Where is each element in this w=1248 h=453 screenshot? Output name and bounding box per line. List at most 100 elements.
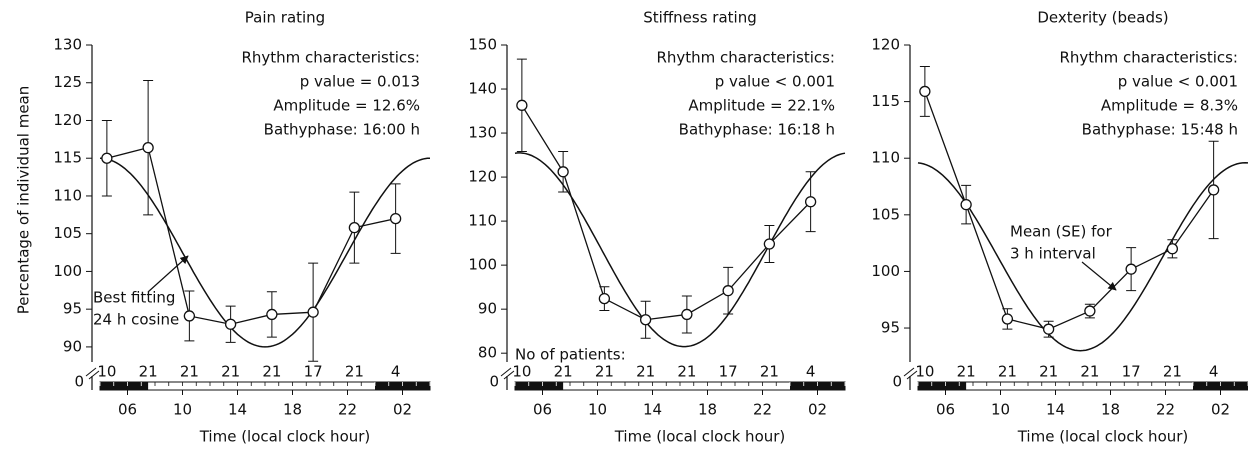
patient-count: 21 [595,363,614,381]
x-axis-label: Time (local clock hour) [1017,428,1189,446]
x-tick-label: 18 [1101,401,1120,419]
rhythm-text: Rhythm characteristics: [1059,49,1238,67]
patient-count: 21 [636,363,655,381]
patient-count: 10 [512,363,531,381]
patient-count: 17 [719,363,738,381]
night-bar [918,382,967,390]
y-tick-label: 95 [881,319,900,337]
y-tick-label: 90 [478,300,497,318]
patient-count: 10 [97,363,116,381]
x-tick-label: 06 [118,401,137,419]
annotation-arrow [147,255,189,293]
mean-point [639,314,652,326]
rhythm-text: Rhythm characteristics: [656,49,835,67]
patient-count: 21 [1039,363,1058,381]
y-tick-label: 115 [871,92,900,110]
mean-point [307,306,319,318]
y-tick-label: 95 [63,300,82,318]
patient-count: 17 [304,363,323,381]
patient-count: 21 [554,363,573,381]
x-tick-label: 10 [588,401,607,419]
rhythm-text: Amplitude = 22.1% [688,97,835,115]
rhythm-text: Bathyphase: 16:00 h [264,121,420,139]
x-tick-label: 18 [698,401,717,419]
mean-point [598,292,611,305]
mean-line [106,146,396,325]
x-tick-label: 02 [393,401,412,419]
y-tick-label: 105 [53,224,82,242]
patient-count: 21 [180,363,199,381]
annotation: 24 h cosine [93,311,179,329]
patient-count: 21 [262,363,281,381]
y-tick-label: 130 [53,36,82,54]
annotation: Best fitting [93,289,175,307]
rhythm-text: p value < 0.001 [715,73,835,91]
y-axis-label: Percentage of individual mean [15,86,33,314]
patient-count: 21 [345,363,364,381]
mean-point [101,152,113,164]
y-tick-label: 100 [53,262,82,280]
mean-line [521,104,812,321]
y-tick-label: 100 [871,262,900,280]
patient-count: 21 [677,363,696,381]
patient-count: 4 [806,363,816,381]
patient-count: 4 [1209,363,1219,381]
mean-point [1166,243,1179,255]
annotation: 3 h interval [1010,245,1096,263]
rhythm-text: p value = 0.013 [300,73,420,91]
annotation-arrow [1081,261,1117,291]
mean-point [1207,184,1220,196]
x-tick-label: 06 [936,401,955,419]
y-tick-label: 110 [468,212,497,230]
x-tick-label: 02 [1211,401,1230,419]
x-tick-label: 14 [1046,401,1065,419]
axis-break [85,367,100,380]
x-tick-label: 22 [338,401,357,419]
cosine-fit [99,157,431,348]
y-tick-label: 110 [53,186,82,204]
x-tick-label: 02 [808,401,827,419]
annotation: Mean (SE) for [1010,223,1113,241]
y-tick-label: 115 [53,149,82,167]
y-tick-label: 130 [468,124,497,142]
cosine-fit [917,161,1248,352]
y-tick-label: 100 [468,256,497,274]
mean-point [1042,323,1055,335]
y-tick-label: 90 [63,337,82,355]
y-tick-label: 125 [53,73,82,91]
rhythm-text: Amplitude = 12.6% [273,97,420,115]
x-axis-label: Time (local clock hour) [199,428,371,446]
x-tick-label: 14 [643,401,662,419]
y-tick-label: 80 [478,344,497,362]
y-tick-label: 120 [468,168,497,186]
patient-count: 21 [1080,363,1099,381]
panel-title: Stiffness rating [643,9,756,27]
rhythm-text: Bathyphase: 15:48 h [1082,121,1238,139]
panel-title: Dexterity (beads) [1037,9,1168,27]
mean-point [389,212,402,225]
patient-count: 21 [221,363,240,381]
night-bar [515,382,564,390]
mean-point [804,196,817,208]
mean-point [516,99,528,111]
mean-point [557,166,569,178]
y-break-label: 0 [892,373,902,391]
rhythm-text: p value < 0.001 [1118,73,1238,91]
mean-point [1125,263,1137,275]
patient-count: 10 [915,363,934,381]
y-tick-label: 140 [468,80,497,98]
x-tick-label: 10 [173,401,192,419]
x-tick-label: 14 [228,401,247,419]
mean-point [919,85,931,98]
cosine-fit [514,152,846,348]
y-break-label: 0 [74,373,84,391]
patient-count: 21 [998,363,1017,381]
patient-count: 17 [1122,363,1141,381]
mean-point [348,222,361,234]
y-tick-label: 120 [53,111,82,129]
x-tick-label: 10 [991,401,1010,419]
x-tick-label: 18 [283,401,302,419]
mean-point [1084,305,1096,317]
rhythm-text: Bathyphase: 16:18 h [679,121,835,139]
mean-point [266,308,278,321]
